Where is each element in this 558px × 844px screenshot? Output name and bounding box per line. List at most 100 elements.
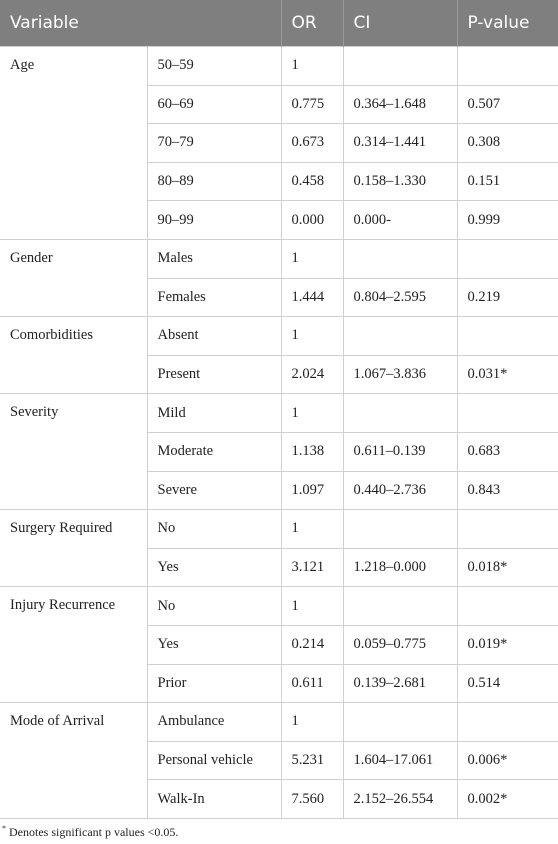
header-cell: Variable: [0, 0, 281, 47]
cell: 0.002*: [456, 779, 558, 819]
cell: 90–99: [147, 200, 282, 240]
cell: 60–69: [147, 84, 282, 125]
table-row: 90–99 0.000 0.000- 0.999: [0, 200, 558, 240]
cell: 0.804–2.595: [342, 277, 458, 318]
cell: 0.611: [280, 663, 344, 704]
cell: 70–79: [147, 123, 282, 163]
cell: Ambulance: [146, 702, 282, 742]
cell: Yes: [147, 547, 282, 588]
cell: 1.604–17.061: [342, 740, 458, 781]
table-row: Age 50–59 1: [0, 46, 558, 240]
empty-cell: [456, 316, 558, 356]
empty-cell: [342, 46, 458, 86]
table-row: Severe 1.097 0.440–2.736 0.843: [0, 470, 558, 511]
empty-cell: [342, 393, 458, 433]
table-row: Yes 3.121 1.218–0.000 0.018*: [0, 547, 558, 588]
cell: Males: [146, 238, 282, 279]
cell: 50–59: [146, 46, 282, 86]
empty-cell: [456, 393, 558, 433]
table-row: Walk-In 7.560 2.152–26.554 0.002*: [0, 779, 558, 819]
cell: 0.673: [280, 123, 344, 163]
results-table: Variable OR CI P-value Age 50–59 1 60–69 0.7…: [0, 0, 558, 819]
cell: 0.031*: [456, 354, 558, 395]
cell: Severe: [147, 470, 282, 511]
cell: 0.000: [280, 200, 344, 240]
cell: 80–89: [147, 161, 282, 202]
cell: 1: [280, 393, 344, 433]
cell: 1: [280, 238, 344, 279]
table-row: Gender Males 1: [0, 238, 558, 318]
variable-cell: Surgery Required: [0, 509, 148, 588]
cell: Yes: [147, 624, 282, 665]
empty-cell: [342, 316, 458, 356]
variable-cell: Gender: [0, 238, 148, 318]
cell: 0.683: [456, 431, 558, 472]
cell: 0.151: [456, 161, 558, 202]
cell: 0.440–2.736: [342, 470, 458, 511]
empty-cell: [342, 702, 458, 742]
empty-cell: [456, 238, 558, 279]
empty-cell: [342, 238, 458, 279]
cell: 0.019*: [456, 624, 558, 665]
cell: 1.097: [280, 470, 344, 511]
table-row: 70–79 0.673 0.314–1.441 0.308: [0, 123, 558, 163]
cell: 1: [280, 46, 344, 86]
cell: 1.138: [280, 431, 344, 472]
variable-cell: Mode of Arrival: [0, 702, 148, 819]
variable-cell: Severity: [0, 393, 148, 511]
footnote-marker: *: [2, 823, 6, 833]
cell: 0.364–1.648: [342, 84, 458, 125]
table-row: 80–89 0.458 0.158–1.330 0.151: [0, 161, 558, 202]
cell: No: [146, 586, 282, 626]
cell: 0.458: [280, 161, 344, 202]
cell: No: [146, 509, 282, 549]
cell: 0.158–1.330: [342, 161, 458, 202]
cell: 0.139–2.681: [342, 663, 458, 704]
cell: 3.121: [280, 547, 344, 588]
table-row: Females 1.444 0.804–2.595 0.219: [0, 277, 558, 318]
cell: 2.152–26.554: [342, 779, 458, 819]
cell: Mild: [146, 393, 282, 433]
table-row: Comorbidities Absent 1: [0, 316, 558, 395]
header-cell: P-value: [456, 0, 558, 47]
variable-cell: Injury Recurrence: [0, 586, 148, 704]
cell: Females: [147, 277, 282, 318]
table-row: Mode of Arrival Ambulance 1: [0, 702, 558, 819]
cell: 0.000-: [342, 200, 458, 240]
header-row: Variable OR CI P-value: [0, 0, 558, 47]
cell: 0.514: [456, 663, 558, 704]
cell: 0.314–1.441: [342, 123, 458, 163]
empty-cell: [456, 586, 558, 626]
cell: 0.059–0.775: [342, 624, 458, 665]
empty-cell: [342, 509, 458, 549]
cell: 1.444: [280, 277, 344, 318]
cell: 1: [280, 316, 344, 356]
empty-cell: [456, 46, 558, 86]
table-row: Personal vehicle 5.231 1.604–17.061 0.006*: [0, 740, 558, 781]
cell: 0.843: [456, 470, 558, 511]
cell: 0.214: [280, 624, 344, 665]
table-row: Injury Recurrence No 1: [0, 586, 558, 704]
cell: 0.999: [456, 200, 558, 240]
cell: Present: [147, 354, 282, 395]
cell: 0.018*: [456, 547, 558, 588]
cell: 7.560: [280, 779, 344, 819]
cell: 1: [280, 702, 344, 742]
table-body: Age 50–59 1 60–69 0.775 0.364–1.648 0.507 70–79…: [0, 46, 558, 819]
variable-cell: Age: [0, 46, 148, 240]
cell: 0.219: [456, 277, 558, 318]
empty-cell: [456, 702, 558, 742]
cell: Absent: [146, 316, 282, 356]
cell: 1.218–0.000: [342, 547, 458, 588]
variable-cell: Comorbidities: [0, 316, 148, 395]
cell: Walk-In: [147, 779, 282, 819]
header-cell: OR: [280, 0, 343, 47]
cell: Personal vehicle: [147, 740, 282, 781]
cell: 5.231: [280, 740, 344, 781]
empty-cell: [342, 586, 458, 626]
cell: 0.308: [456, 123, 558, 163]
cell: 1.067–3.836: [342, 354, 458, 395]
cell: 0.006*: [456, 740, 558, 781]
cell: 2.024: [280, 354, 344, 395]
